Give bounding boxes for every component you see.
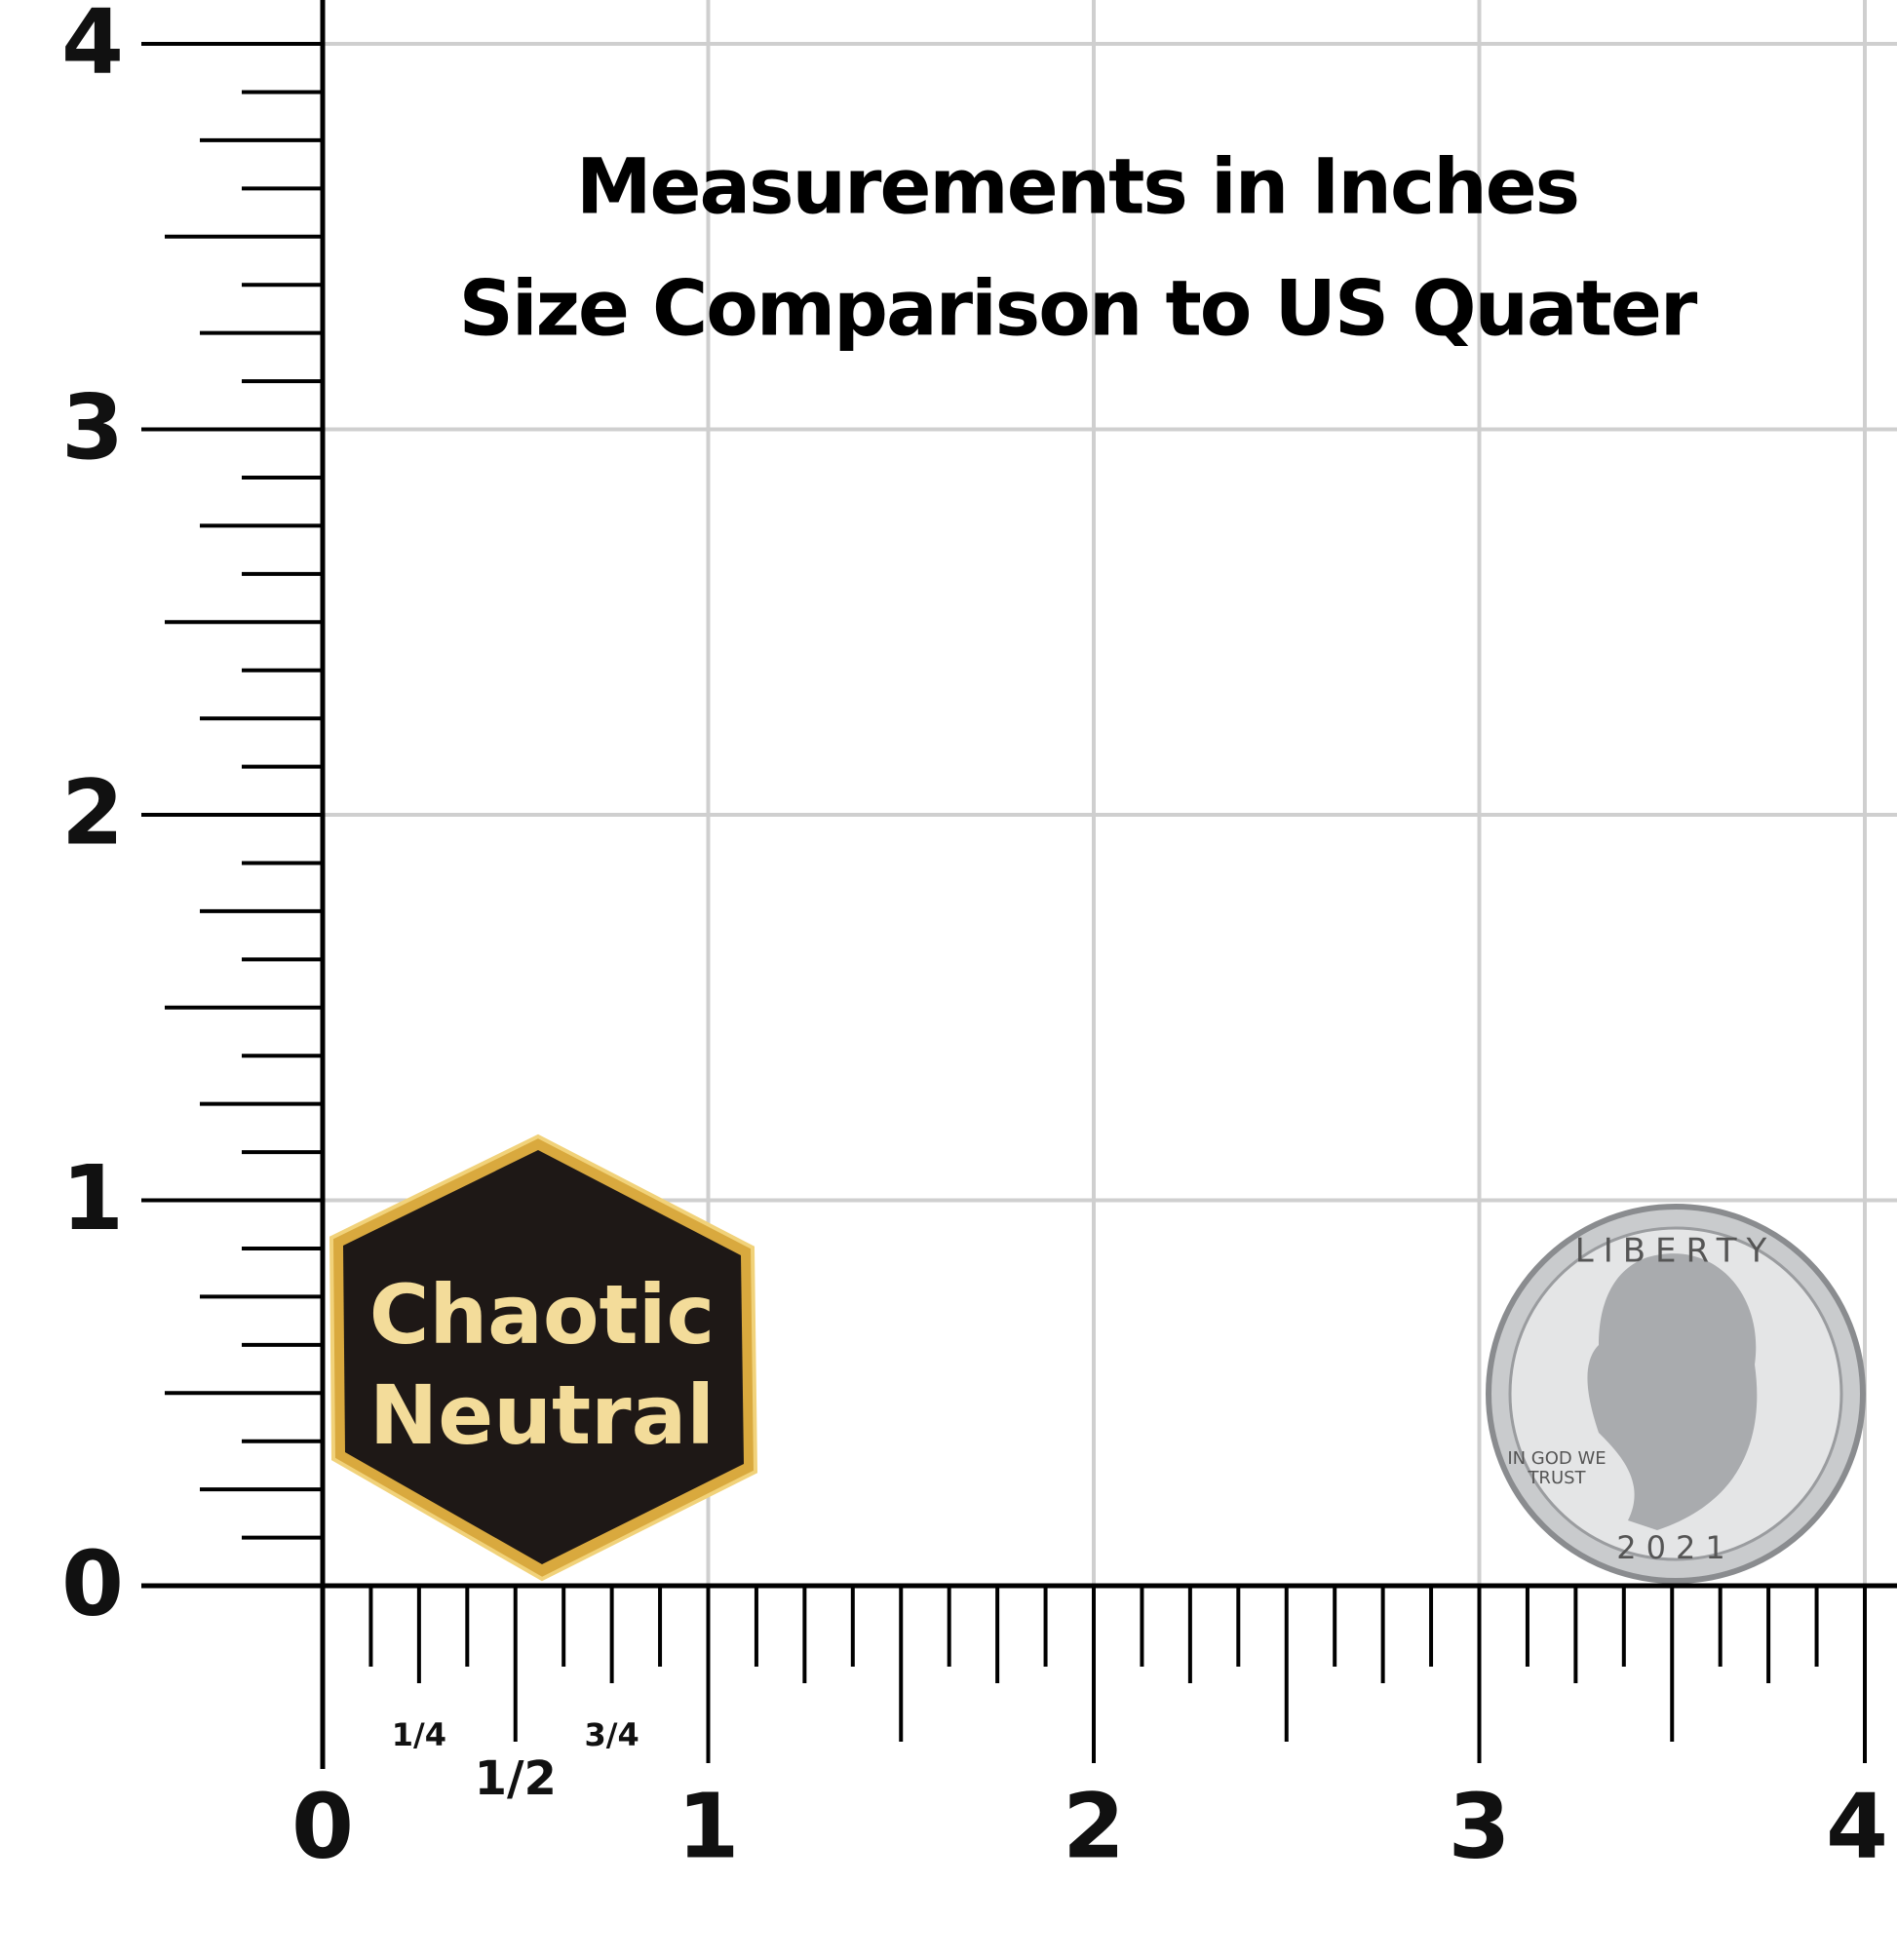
y-label: 1	[61, 1146, 124, 1250]
coin-text: IN GOD WE	[1507, 1448, 1606, 1469]
pin-text: Neutral	[369, 1367, 715, 1463]
fraction-label: 1/4	[392, 1716, 446, 1753]
y-label: 3	[61, 375, 124, 480]
coin-text: 2021	[1616, 1529, 1734, 1566]
title-line: Measurements in Inches	[576, 143, 1578, 231]
y-label: 0	[61, 1531, 124, 1635]
x-label: 4	[1826, 1774, 1888, 1878]
fraction-label: 1/2	[475, 1751, 557, 1806]
coin-text: TRUST	[1527, 1468, 1586, 1488]
x-label: 0	[291, 1774, 354, 1878]
pin-face	[343, 1150, 744, 1564]
coin-portrait	[1587, 1253, 1758, 1530]
pin-text: Chaotic	[369, 1267, 716, 1363]
x-label: 3	[1448, 1774, 1510, 1878]
x-label: 2	[1063, 1774, 1125, 1878]
x-label: 1	[677, 1774, 739, 1878]
fraction-label: 3/4	[585, 1716, 639, 1753]
title-line: Size Comparison to US Quater	[459, 265, 1698, 353]
y-label: 4	[61, 0, 124, 94]
coin-text: LIBERTY	[1575, 1232, 1776, 1271]
y-label: 2	[61, 760, 124, 865]
pin: Chaotic Neutral	[329, 1134, 758, 1582]
coin: LIBERTY IN GOD WE TRUST 2021	[1486, 1204, 1866, 1584]
